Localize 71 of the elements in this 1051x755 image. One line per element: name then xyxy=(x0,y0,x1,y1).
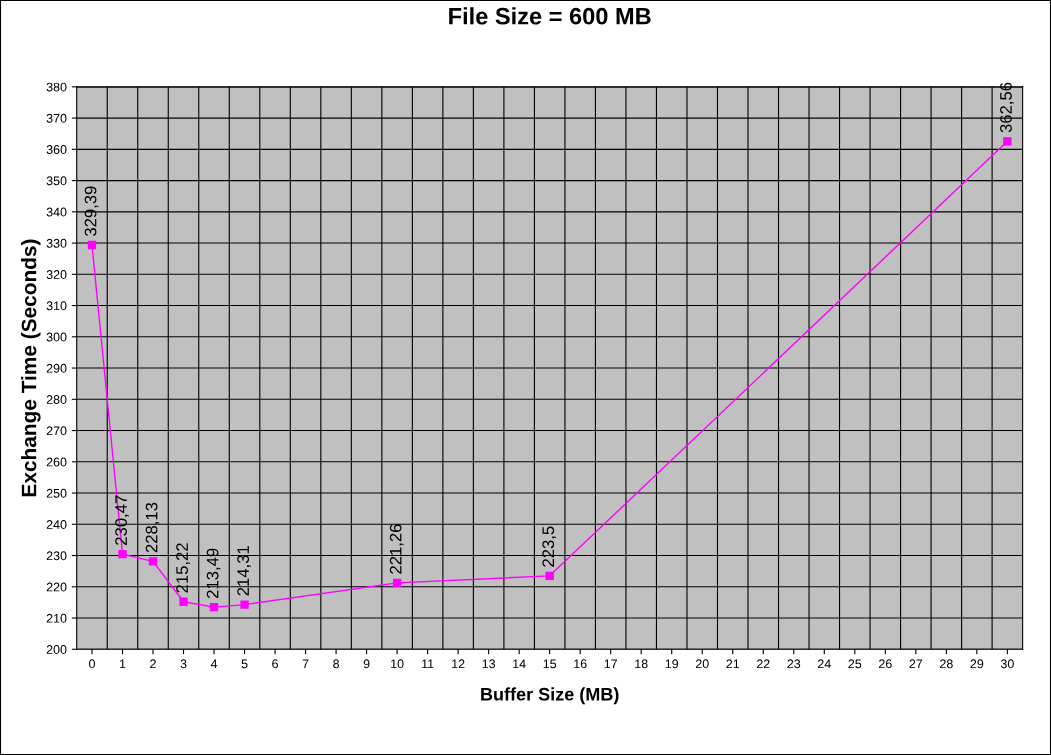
x-tick-label: 28 xyxy=(940,659,953,669)
data-label: 230,47 xyxy=(115,495,129,545)
y-tick-label: 340 xyxy=(46,207,67,217)
y-tick-label: 260 xyxy=(46,457,67,467)
y-tick-label: 370 xyxy=(46,113,67,123)
data-label: 223,5 xyxy=(542,526,557,567)
x-tick-label: 2 xyxy=(150,659,156,669)
x-tick-label: 15 xyxy=(543,659,557,669)
point xyxy=(392,578,402,588)
y-tick-label: 240 xyxy=(46,520,67,529)
data-label: 362,56 xyxy=(1000,82,1014,133)
y-tick-label: 270 xyxy=(46,426,67,436)
y-tick-label: 310 xyxy=(46,301,67,311)
y-tick-label: 350 xyxy=(46,176,67,186)
x-tick-label: 5 xyxy=(241,659,248,669)
x-tick-label: 24 xyxy=(817,659,831,669)
y-tick-label: 330 xyxy=(46,238,67,248)
y-tick-label: 220 xyxy=(46,582,67,592)
x-axis-title: Buffer Size (MB) xyxy=(481,687,619,705)
x-tick-label: 12 xyxy=(452,659,465,669)
x-tick-label: 18 xyxy=(635,659,648,669)
x-tick-label: 22 xyxy=(756,659,770,669)
x-tick-label: 21 xyxy=(726,659,740,669)
point xyxy=(240,600,249,609)
x-tick-label: 11 xyxy=(422,659,434,669)
y-tick-label: 360 xyxy=(46,145,67,154)
x-tick-label: 17 xyxy=(604,659,618,669)
x-tick-label: 16 xyxy=(574,659,587,669)
x-tick-label: 20 xyxy=(695,659,709,669)
y-tick-label: 280 xyxy=(46,395,67,404)
point xyxy=(209,602,219,612)
x-tick-label: 10 xyxy=(391,659,404,669)
x-tick-label: 13 xyxy=(482,659,496,669)
x-tick-label: 6 xyxy=(272,659,278,669)
x-tick-label: 25 xyxy=(848,659,862,669)
x-tick-label: 27 xyxy=(909,659,923,669)
y-tick-label: 300 xyxy=(46,332,67,342)
data-label: 214,31 xyxy=(237,546,251,596)
y-tick-label: 230 xyxy=(46,551,67,561)
x-tick-label: 8 xyxy=(333,659,340,669)
x-tick-label: 30 xyxy=(1000,659,1014,669)
x-tick-label: 14 xyxy=(513,659,526,669)
point xyxy=(87,240,97,250)
y-tick-label: 210 xyxy=(46,613,67,623)
point xyxy=(1003,137,1012,146)
point xyxy=(179,597,188,606)
point xyxy=(118,549,127,559)
data-label: 215,22 xyxy=(176,543,190,593)
chart-title: File Size = 600 MB xyxy=(449,7,651,25)
x-tick-label: 9 xyxy=(363,659,370,669)
y-tick-label: 200 xyxy=(46,645,67,654)
x-tick-label: 23 xyxy=(787,659,801,669)
y-tick-label: 250 xyxy=(46,488,67,498)
x-tick-label: 19 xyxy=(665,659,679,669)
y-axis-title: Exchange Time (Seconds) xyxy=(21,239,41,497)
x-tick-label: 1 xyxy=(119,659,126,669)
x-tick-label: 29 xyxy=(970,659,984,669)
point xyxy=(545,571,554,581)
data-label: 221,26 xyxy=(389,524,404,574)
y-tick-label: 380 xyxy=(46,82,67,92)
y-tick-label: 320 xyxy=(46,270,67,279)
x-tick-label: 4 xyxy=(210,659,218,669)
point xyxy=(148,557,158,566)
x-tick-label: 7 xyxy=(302,659,309,669)
y-tick-label: 290 xyxy=(46,363,67,373)
x-tick-label: 0 xyxy=(88,659,95,669)
data-label: 213,49 xyxy=(206,548,221,598)
x-tick-label: 26 xyxy=(878,659,892,669)
data-label: 228,13 xyxy=(145,502,160,553)
x-tick-label: 3 xyxy=(180,659,187,669)
data-label: 329,39 xyxy=(84,186,99,237)
